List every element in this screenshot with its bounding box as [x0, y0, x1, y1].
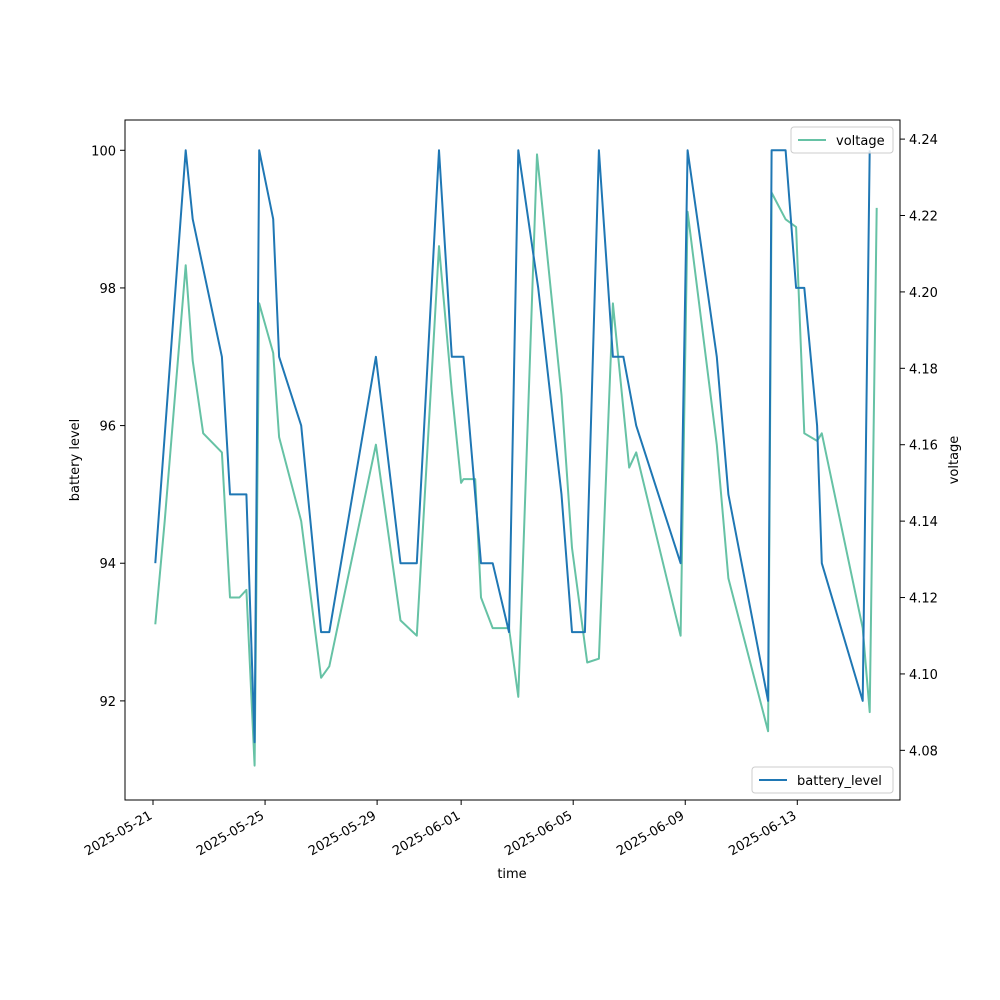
legend-battery-level-box	[751, 766, 894, 794]
y-left-tick-label: 96	[99, 420, 116, 435]
y-right-tick-label: 4.10	[909, 668, 938, 683]
y-axis-left: 92 94 96 98 100	[91, 144, 125, 710]
y-right-tick-label: 4.08	[909, 744, 938, 759]
y-right-tick-label: 4.12	[909, 592, 938, 607]
y-left-tick-label: 94	[99, 557, 116, 572]
legend-battery-level: battery_level	[751, 766, 894, 794]
legend-voltage-box	[790, 126, 894, 154]
y-right-tick-label: 4.18	[909, 362, 938, 377]
y-left-tick-label: 100	[91, 144, 116, 159]
y-axis-right-label: voltage	[947, 436, 962, 485]
legend-voltage: voltage	[790, 126, 894, 154]
legend-battery-level-text: battery_level	[797, 774, 882, 789]
plot-frame	[124, 119, 901, 801]
plot-lines	[154, 149, 878, 767]
y-left-tick-label: 92	[99, 695, 116, 710]
y-right-tick-label: 4.20	[909, 286, 938, 301]
y-axis-left-label: battery level	[68, 419, 83, 502]
y-right-tick-label: 4.24	[909, 133, 938, 148]
legend-voltage-text: voltage	[836, 134, 885, 149]
y-right-tick-label: 4.16	[909, 439, 938, 454]
y-axis-right: 4.08 4.10 4.12 4.14 4.16 4.18 4.20 4.22 4.24	[900, 133, 938, 759]
series-line-battery-level	[154, 149, 871, 744]
y-right-tick-label: 4.22	[909, 210, 938, 225]
x-axis-label: time	[497, 867, 526, 882]
y-left-tick-label: 98	[99, 282, 116, 297]
y-right-tick-label: 4.14	[909, 515, 938, 530]
